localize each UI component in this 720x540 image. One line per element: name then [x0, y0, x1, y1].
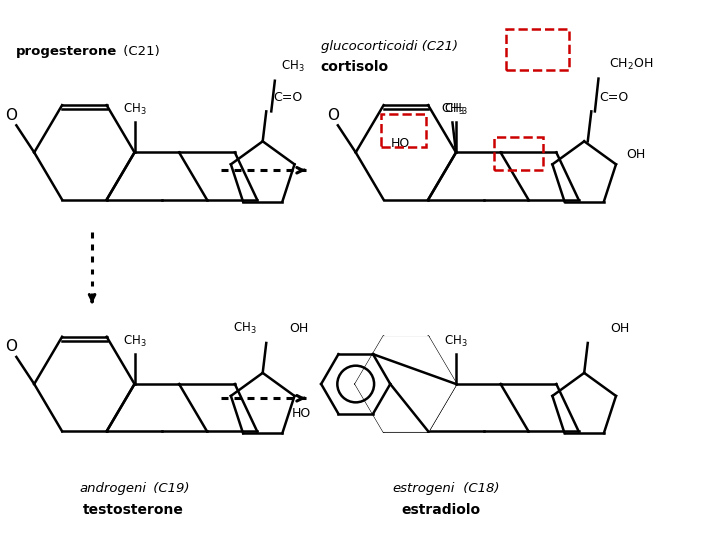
Text: CH$_3$: CH$_3$ [122, 102, 146, 117]
Text: (C18): (C18) [459, 482, 499, 495]
Text: estrogeni: estrogeni [392, 482, 454, 495]
Text: CH$_3$: CH$_3$ [444, 334, 468, 349]
Text: glucocorticoidi (C21): glucocorticoidi (C21) [320, 40, 458, 53]
Text: O: O [327, 108, 339, 123]
Text: (C19): (C19) [149, 482, 190, 495]
Text: testosterone: testosterone [83, 503, 184, 517]
Text: CH$_3$: CH$_3$ [441, 102, 464, 117]
Bar [506, 29, 570, 71]
Text: estradiolo: estradiolo [402, 503, 480, 517]
Text: O: O [5, 108, 17, 123]
Text: (C21): (C21) [119, 45, 159, 58]
Text: O: O [5, 340, 17, 354]
Text: CH$_3$: CH$_3$ [233, 321, 256, 336]
Text: CH$_3$: CH$_3$ [444, 102, 468, 117]
Text: HO: HO [292, 408, 311, 421]
Bar [495, 138, 543, 170]
Text: androgeni: androgeni [80, 482, 147, 495]
Text: CH$_2$OH: CH$_2$OH [608, 57, 653, 72]
Text: C=O: C=O [273, 91, 302, 104]
Text: CH$_3$: CH$_3$ [281, 59, 305, 74]
Text: C=O: C=O [600, 91, 629, 104]
Text: OH: OH [289, 322, 308, 335]
Text: cortisolo: cortisolo [320, 60, 389, 74]
Text: HO: HO [391, 137, 410, 150]
Text: CH$_3$: CH$_3$ [122, 334, 146, 349]
Text: OH: OH [611, 322, 629, 335]
Text: progesterone: progesterone [16, 45, 117, 58]
Polygon shape [356, 337, 456, 431]
Text: OH: OH [626, 147, 645, 160]
Bar [382, 114, 426, 147]
